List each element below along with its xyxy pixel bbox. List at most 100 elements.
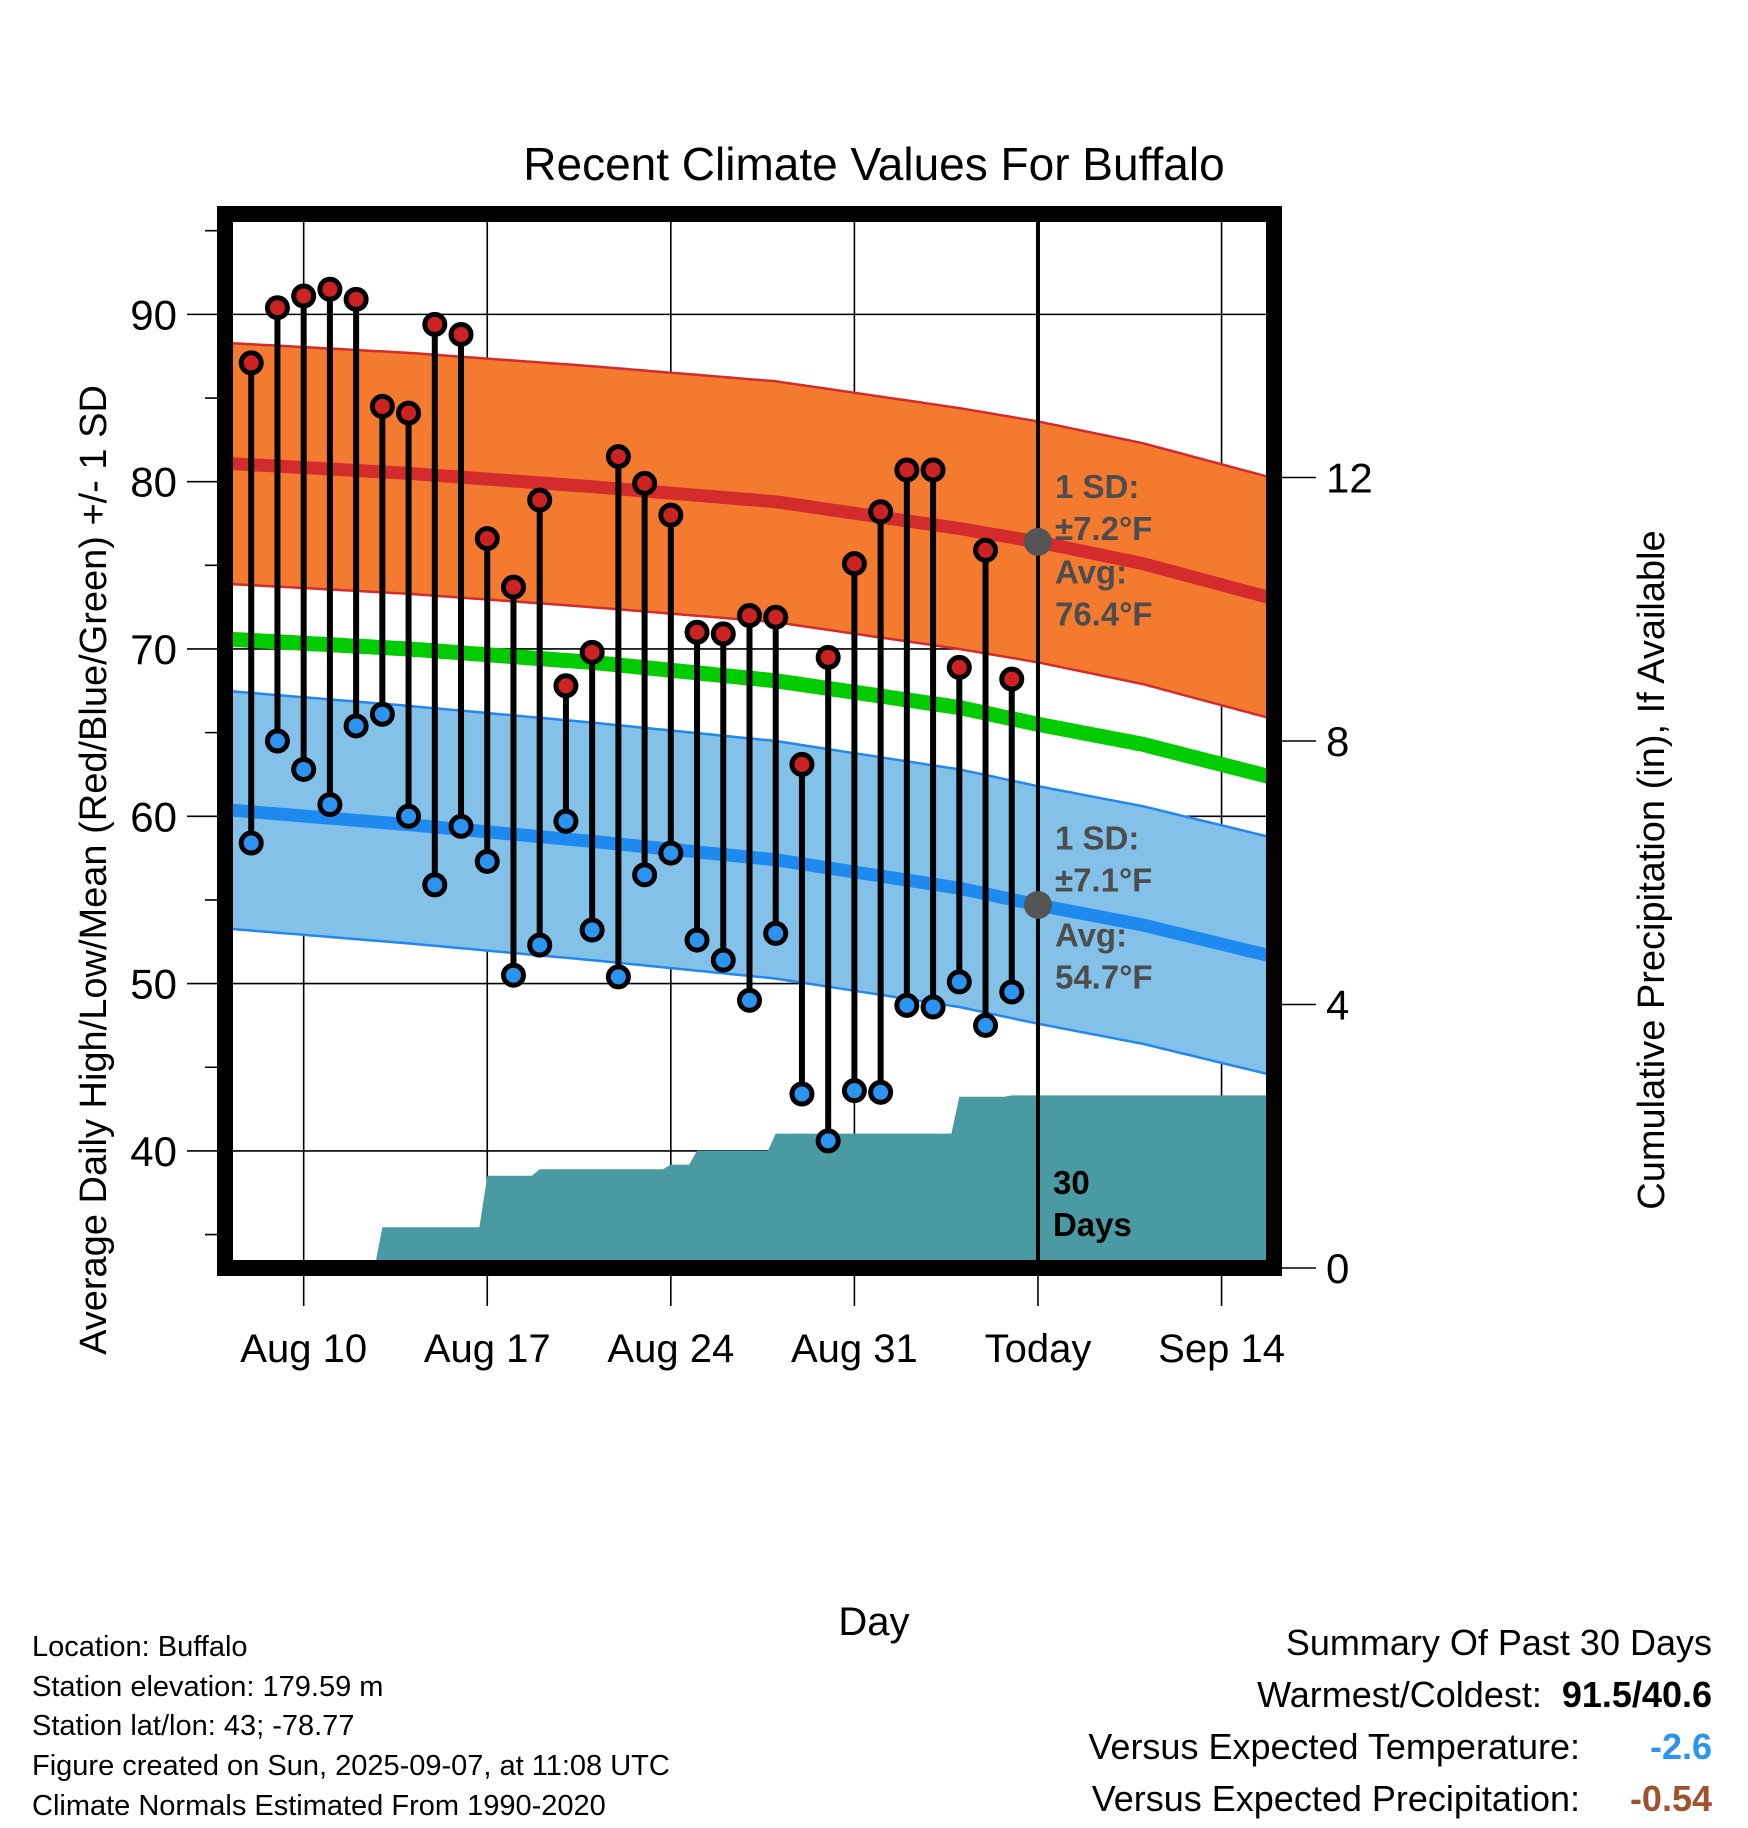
created-text: Figure created on Sun, 2025-09-07, at 11… (32, 1750, 670, 1782)
low-point (369, 701, 395, 727)
x-tick-label: Aug 10 (240, 1327, 367, 1371)
low-point (500, 962, 526, 988)
warm-cold-value: 91.5/40.6 (1561, 1674, 1712, 1715)
low-point (579, 917, 605, 943)
high-point (684, 619, 710, 645)
low-point (973, 1012, 999, 1038)
sd-avg-annotation: ±7.1°F (1055, 861, 1152, 898)
high-point (973, 537, 999, 563)
low-point (815, 1128, 841, 1154)
summary-temp: Versus Expected Temperature: -2.6 (1088, 1726, 1712, 1768)
sd-avg-annotation: Avg: (1055, 916, 1127, 953)
normal-high-line (225, 456, 1274, 606)
y-tick-label: 70 (130, 626, 177, 673)
high-point (737, 603, 762, 629)
low-point (737, 987, 762, 1013)
low-point (946, 969, 972, 995)
low-point (920, 994, 946, 1020)
high-point (422, 311, 448, 337)
low-point (710, 947, 736, 973)
low-point (422, 872, 448, 898)
low-point (264, 728, 290, 754)
y-tick-label: 60 (130, 793, 177, 840)
sd-avg-annotation: 1 SD: (1055, 819, 1139, 856)
low-point (868, 1079, 894, 1105)
high-point (553, 673, 579, 699)
low-point (317, 792, 343, 818)
high-point (317, 276, 343, 302)
high-point (999, 666, 1025, 692)
high-point (369, 393, 395, 419)
y2-axis-label: Cumulative Precipitation (in), If Availa… (1631, 530, 1673, 1209)
high-point (920, 457, 946, 483)
low-point (448, 813, 474, 839)
low-point (763, 920, 789, 946)
high-point (789, 751, 815, 777)
high-sd-band-upper-edge (225, 341, 1274, 480)
y-tick-label: 50 (130, 961, 177, 1008)
latlon-text: Station lat/lon: 43; -78.77 (32, 1710, 355, 1742)
high-sd-band (225, 342, 1274, 720)
summary-warm-cold: Warmest/Coldest: 91.5/40.6 (1257, 1674, 1712, 1716)
low-point (396, 803, 422, 829)
high-point (710, 621, 736, 647)
y-tick-label: 80 (130, 459, 177, 506)
high-point (474, 526, 500, 552)
low-point (291, 756, 317, 782)
low-point (474, 848, 500, 874)
sd-avg-annotation: 76.4°F (1055, 595, 1153, 632)
low-point (527, 932, 553, 958)
low-point (684, 927, 710, 953)
y2-tick-label: 8 (1326, 718, 1349, 765)
temp-value: -2.6 (1649, 1726, 1712, 1767)
high-point (343, 286, 369, 312)
x-tick-label: Sep 14 (1158, 1327, 1285, 1371)
high-point (527, 487, 553, 513)
low-point (343, 713, 369, 739)
high-point (238, 350, 264, 376)
high-point (448, 321, 474, 347)
high-point (264, 295, 290, 321)
precip-days-annotation: 30 (1053, 1164, 1090, 1201)
low-point (605, 964, 631, 990)
y-axis-label: Average Daily High/Low/Mean (Red/Blue/Gr… (73, 385, 115, 1355)
location-text: Location: Buffalo (32, 1631, 248, 1663)
plot-area: 1 SD: ±7.2°F Avg: 76.4°F 1 SD: ±7.1°F Avg: 54.7… (130, 206, 1373, 1371)
normals-text: Climate Normals Estimated From 1990-2020 (32, 1790, 606, 1822)
high-point (632, 470, 658, 496)
low-point (553, 808, 579, 834)
high-point (946, 654, 972, 680)
high-point (291, 283, 317, 309)
low-point (658, 840, 684, 866)
today-low-marker (1023, 890, 1052, 919)
high-point (658, 502, 684, 528)
x-tick-label: Aug 17 (424, 1327, 551, 1371)
y-tick-label: 40 (130, 1128, 177, 1175)
y2-tick-label: 12 (1326, 455, 1373, 502)
high-point (841, 551, 867, 577)
sd-avg-annotation: 1 SD: (1055, 468, 1139, 505)
y2-tick-label: 4 (1326, 982, 1349, 1029)
low-point (894, 992, 920, 1018)
x-tick-label: Aug 31 (791, 1327, 918, 1371)
low-point (789, 1081, 815, 1107)
precip-value: -0.54 (1629, 1778, 1712, 1819)
high-point (396, 400, 422, 426)
precip-label: Versus Expected Precipitation: (1091, 1778, 1580, 1819)
sd-avg-annotation: 54.7°F (1055, 958, 1153, 995)
temp-label: Versus Expected Temperature: (1088, 1726, 1580, 1767)
low-point (999, 979, 1025, 1005)
sd-avg-annotation: ±7.2°F (1055, 510, 1152, 547)
high-point (605, 444, 631, 470)
high-point (500, 574, 526, 600)
elevation-text: Station elevation: 179.59 m (32, 1671, 384, 1703)
low-point (632, 862, 658, 888)
y2-tick-label: 0 (1326, 1245, 1349, 1292)
x-axis-label: Day (838, 1600, 909, 1644)
high-point (815, 644, 841, 670)
x-tick-label: Aug 24 (607, 1327, 734, 1371)
precip-days-annotation: Days (1053, 1206, 1132, 1243)
y-tick-label: 90 (130, 291, 177, 338)
low-point (841, 1078, 867, 1104)
